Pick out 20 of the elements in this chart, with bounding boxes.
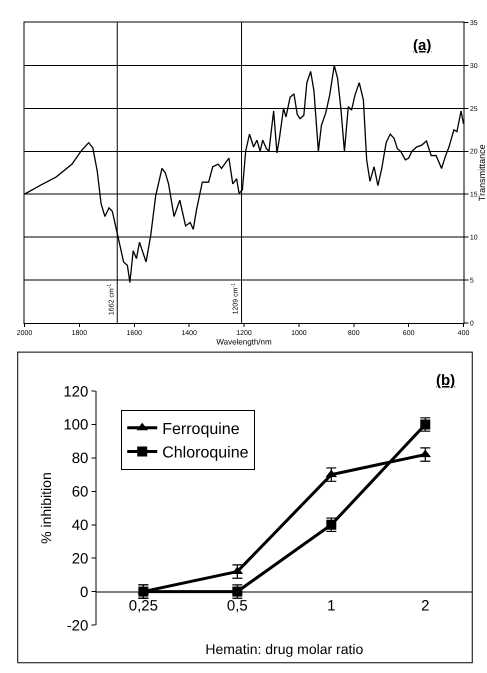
x-tick-label: 0,25 bbox=[128, 598, 158, 615]
y-tick-label: 40 bbox=[72, 517, 88, 534]
y-axis-title: % inhibition bbox=[38, 472, 54, 544]
y-tick-label: 0 bbox=[80, 584, 88, 601]
legend-label: Chloroquine bbox=[162, 444, 249, 462]
x-tick-label: 0,5 bbox=[226, 598, 248, 615]
x-tick-label: 2 bbox=[421, 598, 430, 615]
legend-label: Ferroquine bbox=[162, 420, 240, 438]
y-tick-label: 60 bbox=[72, 484, 88, 501]
y-tick-label: -20 bbox=[66, 617, 88, 634]
x-axis-title: Wavelength/nm bbox=[216, 337, 272, 346]
text: (a) bbox=[413, 37, 432, 54]
chart-title: (b) bbox=[436, 372, 456, 389]
y-tick-label: 20 bbox=[72, 550, 88, 568]
y-tick-label: 80 bbox=[72, 450, 88, 468]
y-tick-label: 120 bbox=[63, 383, 88, 400]
y-tick-label: 100 bbox=[63, 416, 88, 434]
x-tick-label: 1 bbox=[327, 598, 336, 615]
y2-axis-title: Transmittance bbox=[477, 144, 487, 202]
x-axis-title: Hematin: drug molar ratio bbox=[205, 640, 364, 657]
